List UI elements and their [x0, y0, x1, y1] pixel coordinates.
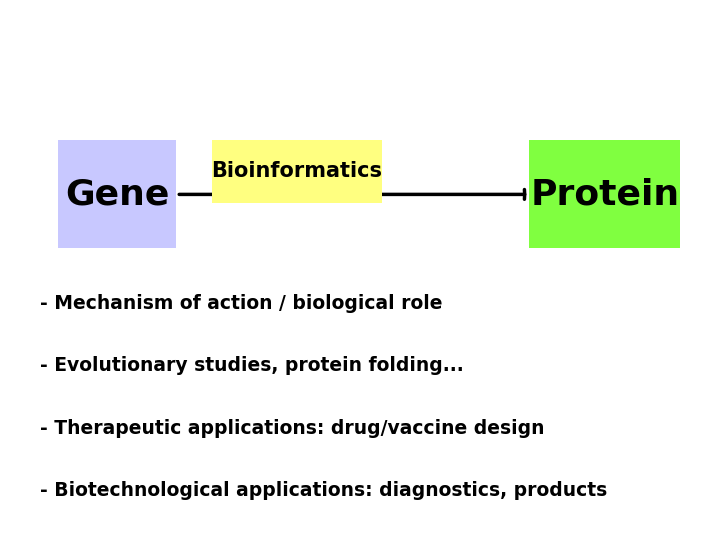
FancyBboxPatch shape: [58, 140, 176, 248]
Text: - Mechanism of action / biological role: - Mechanism of action / biological role: [40, 294, 442, 313]
Text: Bioinformatics: Bioinformatics: [212, 161, 382, 181]
Text: - Biotechnological applications: diagnostics, products: - Biotechnological applications: diagnos…: [40, 481, 607, 500]
Text: - Therapeutic applications: drug/vaccine design: - Therapeutic applications: drug/vaccine…: [40, 418, 544, 437]
Text: Protein: Protein: [530, 178, 680, 211]
FancyBboxPatch shape: [529, 140, 680, 248]
Text: Gene: Gene: [65, 178, 169, 211]
Text: - Evolutionary studies, protein folding...: - Evolutionary studies, protein folding.…: [40, 356, 464, 375]
FancyBboxPatch shape: [212, 140, 382, 202]
